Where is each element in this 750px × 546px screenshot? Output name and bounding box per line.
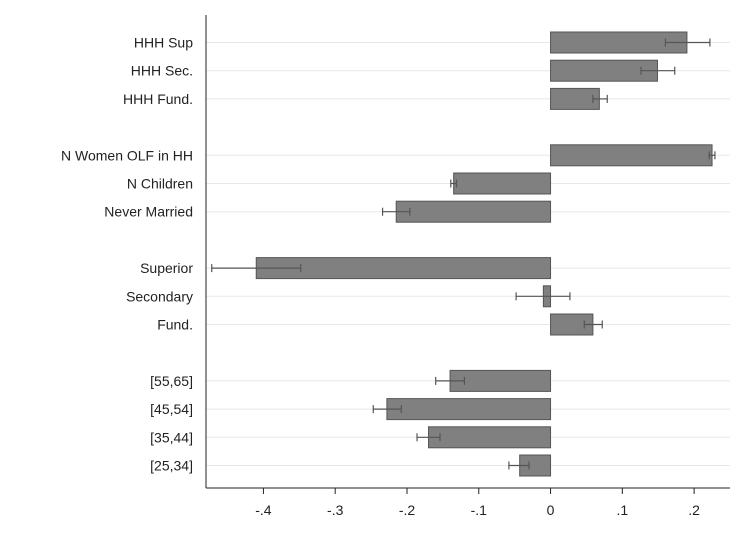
category-label: [55,65] — [150, 373, 193, 389]
bars — [255, 31, 713, 477]
x-tick-label: -.2 — [399, 502, 416, 518]
category-label: N Children — [127, 176, 193, 192]
bar — [453, 172, 552, 195]
bar — [550, 87, 600, 110]
x-tick-label: -.3 — [327, 502, 344, 518]
category-label: [35,44] — [150, 429, 193, 445]
bar — [550, 144, 713, 167]
category-label: Fund. — [157, 317, 193, 333]
category-label: Superior — [140, 260, 193, 276]
category-label: [45,54] — [150, 401, 193, 417]
bar — [449, 369, 552, 392]
category-label: [25,34] — [150, 458, 193, 474]
category-label: HHH Fund. — [123, 91, 193, 107]
bar — [428, 426, 552, 449]
x-tick-label: .2 — [688, 502, 700, 518]
x-tick-labels: -.4 -.3 -.2 -.1 0 .1 .2 — [255, 502, 700, 518]
category-label: Never Married — [104, 204, 193, 220]
x-tick-label: -.4 — [255, 502, 272, 518]
category-label: N Women OLF in HH — [61, 147, 193, 163]
bar — [395, 200, 552, 223]
x-tick-label: 0 — [547, 502, 555, 518]
bar — [386, 398, 552, 421]
axes — [205, 15, 730, 494]
category-label: HHH Sec. — [131, 63, 193, 79]
error-bars — [211, 38, 716, 470]
category-label: HHH Sup — [134, 35, 193, 51]
x-tick-label: .1 — [616, 502, 628, 518]
category-label: Secondary — [126, 288, 193, 304]
x-tick-label: -.1 — [471, 502, 488, 518]
category-labels: HHH Sup HHH Sec. HHH Fund. N Women OLF in H… — [61, 35, 193, 474]
